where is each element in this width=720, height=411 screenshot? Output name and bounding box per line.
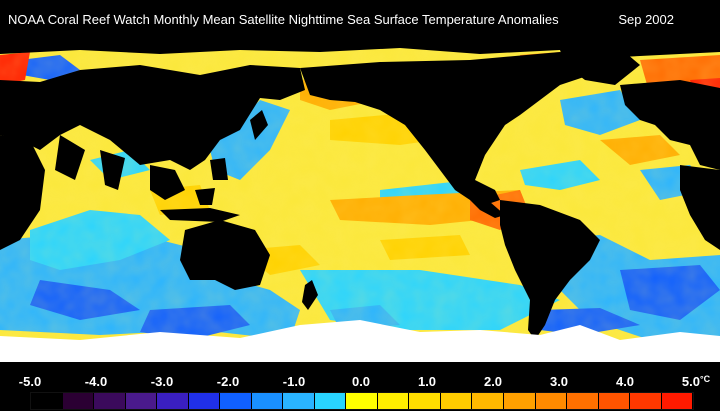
colorbar-tick-labels: -5.0 -4.0 -3.0 -2.0 -1.0 0.0 1.0 2.0 3.0… [0, 374, 720, 392]
tick-label: 1.0 [417, 374, 437, 389]
colorbar-cell [94, 393, 126, 409]
colorbar-cell [503, 393, 536, 409]
tick-label: 5.0 [681, 374, 700, 389]
colorbar-cell [314, 393, 347, 409]
colorbar-cell [440, 393, 473, 409]
unit-label: °C [699, 374, 711, 384]
colorbar-cell [251, 393, 284, 409]
antarctica-land [0, 362, 720, 370]
colorbar-cell [377, 393, 410, 409]
map-date: Sep 2002 [618, 12, 674, 27]
colorbar-cell [31, 393, 63, 409]
map-title-bar: NOAA Coral Reef Watch Monthly Mean Satel… [0, 0, 720, 40]
colorbar-cell [62, 393, 95, 409]
tick-label: 3.0 [549, 374, 569, 389]
colorbar-cell [157, 393, 189, 409]
tick-label: 2.0 [483, 374, 503, 389]
colorbar-cell [472, 393, 504, 409]
colorbar-cell [535, 393, 568, 409]
colorbar-cell [188, 393, 221, 409]
tick-label: -5.0 [18, 374, 42, 389]
sst-anomaly-map [0, 40, 720, 370]
tick-label: 0.0 [351, 374, 371, 389]
colorbar-cell [567, 393, 599, 409]
tick-label: -2.0 [216, 374, 240, 389]
colorbar-cell [346, 393, 378, 409]
colorbar-cell [630, 393, 662, 409]
colorbar-cell [125, 393, 158, 409]
map-title: NOAA Coral Reef Watch Monthly Mean Satel… [8, 12, 559, 27]
colorbar [30, 392, 694, 410]
antarctic-ice [0, 320, 720, 370]
tick-label: -4.0 [84, 374, 108, 389]
colorbar-cell [661, 393, 694, 409]
colorbar-cell [220, 393, 252, 409]
tick-label: -3.0 [150, 374, 174, 389]
tick-label: 4.0 [615, 374, 635, 389]
colorbar-cell [409, 393, 441, 409]
land-masses [0, 40, 720, 340]
colorbar-cell [283, 393, 315, 409]
tick-label-max: 5.0°C [682, 374, 710, 389]
tick-label: -1.0 [282, 374, 306, 389]
colorbar-cell [598, 393, 631, 409]
